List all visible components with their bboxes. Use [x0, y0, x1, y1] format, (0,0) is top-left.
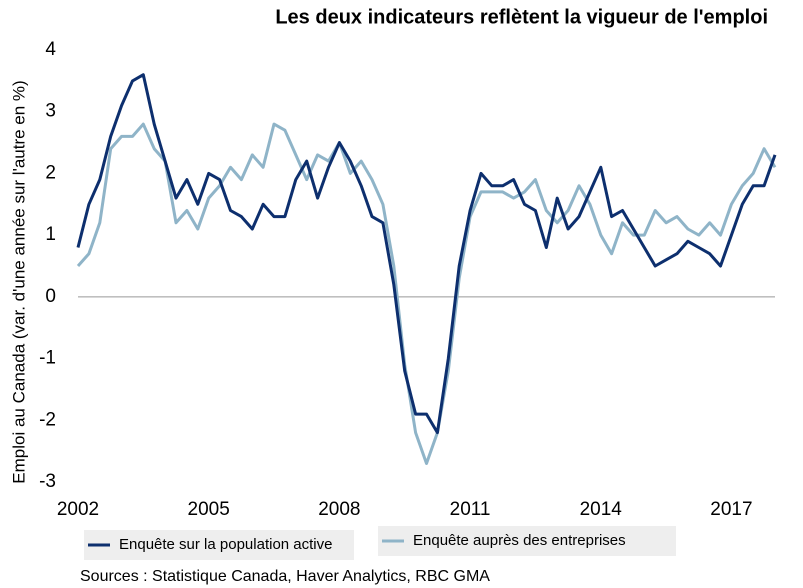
y-tick-label: -2 [39, 409, 56, 430]
x-tick-label: 2005 [188, 499, 230, 520]
y-axis-label: Emploi au Canada (var. d'une année sur l… [9, 80, 28, 483]
y-tick-label: -1 [39, 348, 56, 369]
x-tick-label: 2014 [580, 499, 623, 520]
x-tick-label: 2002 [57, 499, 99, 520]
legend-box [84, 530, 354, 560]
chart-title: Les deux indicateurs reflètent la vigueu… [275, 6, 768, 28]
y-tick-label: 4 [45, 39, 56, 60]
x-tick-label: 2011 [450, 499, 491, 520]
x-tick-label: 2017 [710, 499, 752, 520]
y-tick-label: 0 [45, 286, 56, 307]
legend-label: Enquête sur la population active [119, 536, 332, 553]
y-tick-label: 2 [45, 162, 56, 183]
y-tick-label: -3 [39, 471, 56, 492]
y-tick-label: 3 [45, 101, 56, 122]
source-note: Sources : Statistique Canada, Haver Anal… [80, 568, 490, 585]
legend-box [378, 526, 676, 556]
series-line [76, 122, 777, 465]
x-tick-label: 2008 [318, 499, 360, 520]
y-tick-label: 1 [45, 224, 56, 245]
legend-label: Enquête auprès des entreprises [413, 532, 626, 549]
series-line [76, 73, 777, 435]
